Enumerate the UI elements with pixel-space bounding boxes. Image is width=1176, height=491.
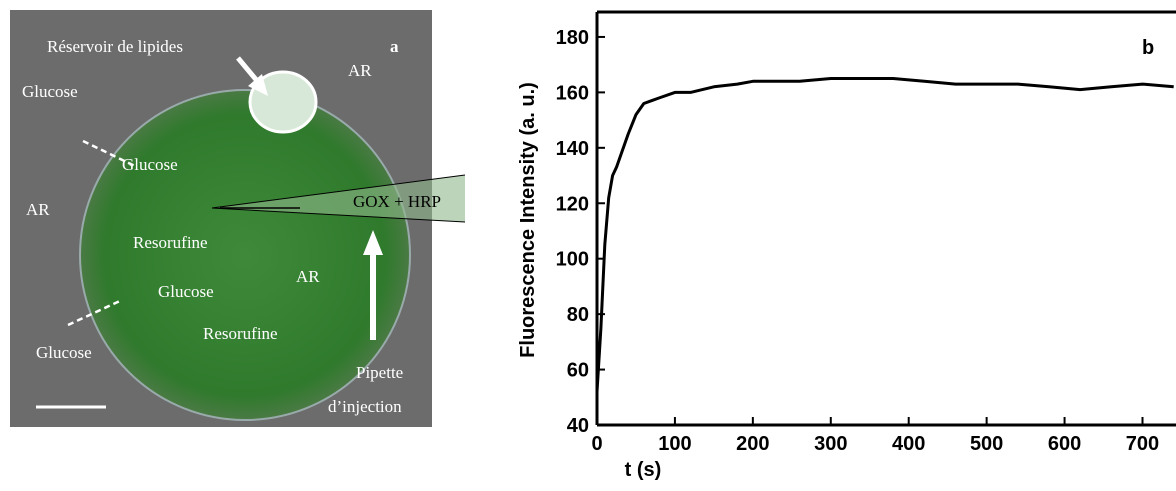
- arrow-head: [363, 230, 383, 255]
- micrograph: Réservoir de lipides a AR Glucose Glucos…: [10, 10, 466, 427]
- data-line: [595, 77, 1174, 392]
- x-tick-label: 500: [970, 433, 1003, 455]
- x-tick-label: 300: [814, 433, 847, 455]
- x-tick-label: 0: [591, 433, 602, 455]
- label: GOX + HRP: [353, 192, 441, 211]
- pipette-edge: [211, 207, 466, 223]
- pipette-edge: [211, 174, 466, 209]
- x-tick-label: 100: [658, 433, 691, 455]
- line-chart: b t (s) Fluorescence Intensity (a. u.) 4…: [517, 10, 1176, 481]
- arrow: [236, 56, 260, 84]
- label: AR: [26, 200, 50, 219]
- panel-label: b: [1142, 37, 1154, 59]
- y-tick-label: 60: [567, 360, 589, 382]
- label: d’injection: [328, 397, 402, 416]
- x-tick-label: 400: [892, 433, 925, 455]
- x-tick-label: 600: [1048, 433, 1081, 455]
- label: Resorufine: [203, 324, 278, 343]
- y-tick-label: 180: [556, 27, 589, 49]
- pipette: [212, 175, 465, 222]
- label: Glucose: [36, 343, 92, 362]
- y-tick-label: 120: [556, 193, 589, 215]
- x-tick-label: 200: [736, 433, 769, 455]
- y-tick-label: 80: [567, 304, 589, 326]
- y-tick-label: 100: [556, 249, 589, 271]
- label: Glucose: [158, 282, 214, 301]
- vesicle: [79, 89, 411, 421]
- label: AR: [296, 267, 320, 286]
- label: Réservoir de lipides: [47, 37, 183, 56]
- label: AR: [348, 61, 372, 80]
- y-tick-label: 40: [567, 415, 589, 437]
- x-tick-label: 700: [1126, 433, 1159, 455]
- lipid-reservoir: [248, 70, 318, 134]
- x-axis-label: t (s): [625, 459, 662, 481]
- arrow-head: [248, 74, 268, 96]
- label: Resorufine: [133, 233, 208, 252]
- label: Glucose: [22, 82, 78, 101]
- label: Glucose: [122, 155, 178, 174]
- panel-label: a: [390, 37, 399, 56]
- label: Pipette: [356, 363, 403, 382]
- y-tick-label: 160: [556, 82, 589, 104]
- y-tick-label: 140: [556, 138, 589, 160]
- y-axis-label: Fluorescence Intensity (a. u.): [517, 82, 539, 358]
